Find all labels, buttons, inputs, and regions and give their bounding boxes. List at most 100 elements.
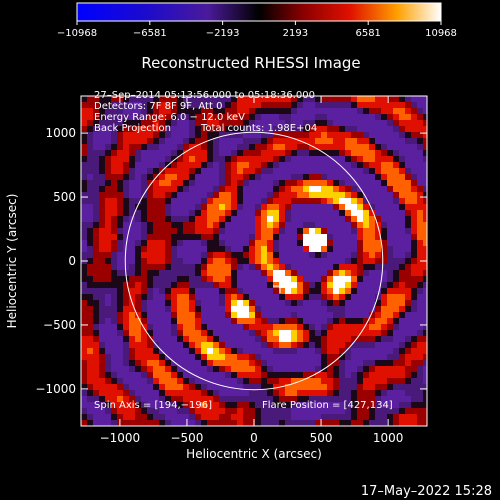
image-pixel — [123, 204, 129, 210]
x-tick-label: 500 — [310, 431, 333, 445]
image-pixel — [225, 300, 231, 306]
image-pixel — [309, 378, 315, 384]
image-pixel — [81, 336, 87, 342]
image-pixel — [423, 366, 427, 372]
image-pixel — [327, 384, 333, 390]
image-pixel — [399, 402, 405, 408]
image-pixel — [351, 288, 357, 294]
image-pixel — [351, 168, 357, 174]
image-pixel — [249, 126, 255, 132]
image-pixel — [327, 342, 333, 348]
image-pixel — [411, 312, 417, 318]
image-pixel — [171, 408, 177, 414]
y-tick-label: −1000 — [35, 382, 76, 396]
image-pixel — [207, 414, 213, 420]
image-pixel — [333, 294, 339, 300]
image-pixel — [387, 378, 393, 384]
image-pixel — [117, 408, 123, 414]
image-pixel — [153, 330, 159, 336]
image-pixel — [117, 114, 123, 120]
image-pixel — [237, 216, 243, 222]
image-pixel — [219, 366, 225, 372]
image-pixel — [93, 420, 99, 426]
image-pixel — [303, 348, 309, 354]
image-pixel — [423, 222, 427, 228]
image-pixel — [327, 102, 333, 108]
image-pixel — [249, 240, 255, 246]
image-pixel — [147, 420, 153, 426]
image-pixel — [411, 318, 417, 324]
image-pixel — [369, 366, 375, 372]
image-pixel — [357, 162, 363, 168]
image-pixel — [351, 144, 357, 150]
image-pixel — [249, 420, 255, 426]
image-pixel — [129, 324, 135, 330]
image-pixel — [411, 402, 417, 408]
image-pixel — [345, 258, 351, 264]
image-pixel — [303, 180, 309, 186]
image-pixel — [405, 258, 411, 264]
image-pixel — [285, 318, 291, 324]
image-pixel — [201, 294, 207, 300]
image-pixel — [411, 162, 417, 168]
image-pixel — [129, 246, 135, 252]
image-pixel — [303, 342, 309, 348]
image-pixel — [297, 306, 303, 312]
image-pixel — [387, 240, 393, 246]
image-pixel — [267, 150, 273, 156]
image-pixel — [135, 282, 141, 288]
image-pixel — [345, 96, 351, 102]
image-pixel — [117, 162, 123, 168]
image-pixel — [393, 156, 399, 162]
image-pixel — [387, 156, 393, 162]
image-pixel — [309, 366, 315, 372]
image-pixel — [99, 252, 105, 258]
image-pixel — [327, 288, 333, 294]
image-pixel — [333, 270, 339, 276]
image-pixel — [261, 360, 267, 366]
image-pixel — [327, 414, 333, 420]
image-pixel — [345, 228, 351, 234]
image-pixel — [411, 120, 417, 126]
image-pixel — [219, 138, 225, 144]
image-pixel — [417, 168, 423, 174]
image-pixel — [405, 372, 411, 378]
image-pixel — [417, 306, 423, 312]
image-pixel — [153, 420, 159, 426]
image-pixel — [321, 120, 327, 126]
image-pixel — [351, 138, 357, 144]
image-pixel — [225, 288, 231, 294]
image-pixel — [339, 234, 345, 240]
image-pixel — [255, 204, 261, 210]
image-pixel — [327, 348, 333, 354]
image-pixel — [249, 312, 255, 318]
image-pixel — [165, 228, 171, 234]
image-pixel — [207, 342, 213, 348]
image-pixel — [213, 198, 219, 204]
image-pixel — [267, 408, 273, 414]
image-pixel — [123, 114, 129, 120]
image-pixel — [321, 378, 327, 384]
image-pixel — [225, 126, 231, 132]
image-pixel — [153, 114, 159, 120]
image-pixel — [387, 330, 393, 336]
image-pixel — [321, 204, 327, 210]
image-pixel — [237, 198, 243, 204]
image-pixel — [249, 408, 255, 414]
image-pixel — [201, 234, 207, 240]
image-pixel — [207, 276, 213, 282]
image-pixel — [105, 258, 111, 264]
image-pixel — [369, 300, 375, 306]
image-pixel — [315, 216, 321, 222]
image-pixel — [273, 252, 279, 258]
image-pixel — [171, 156, 177, 162]
image-pixel — [255, 330, 261, 336]
image-pixel — [333, 192, 339, 198]
image-pixel — [183, 234, 189, 240]
image-pixel — [123, 282, 129, 288]
image-pixel — [351, 360, 357, 366]
image-pixel — [87, 324, 93, 330]
image-pixel — [135, 354, 141, 360]
image-pixel — [195, 174, 201, 180]
image-pixel — [81, 300, 87, 306]
